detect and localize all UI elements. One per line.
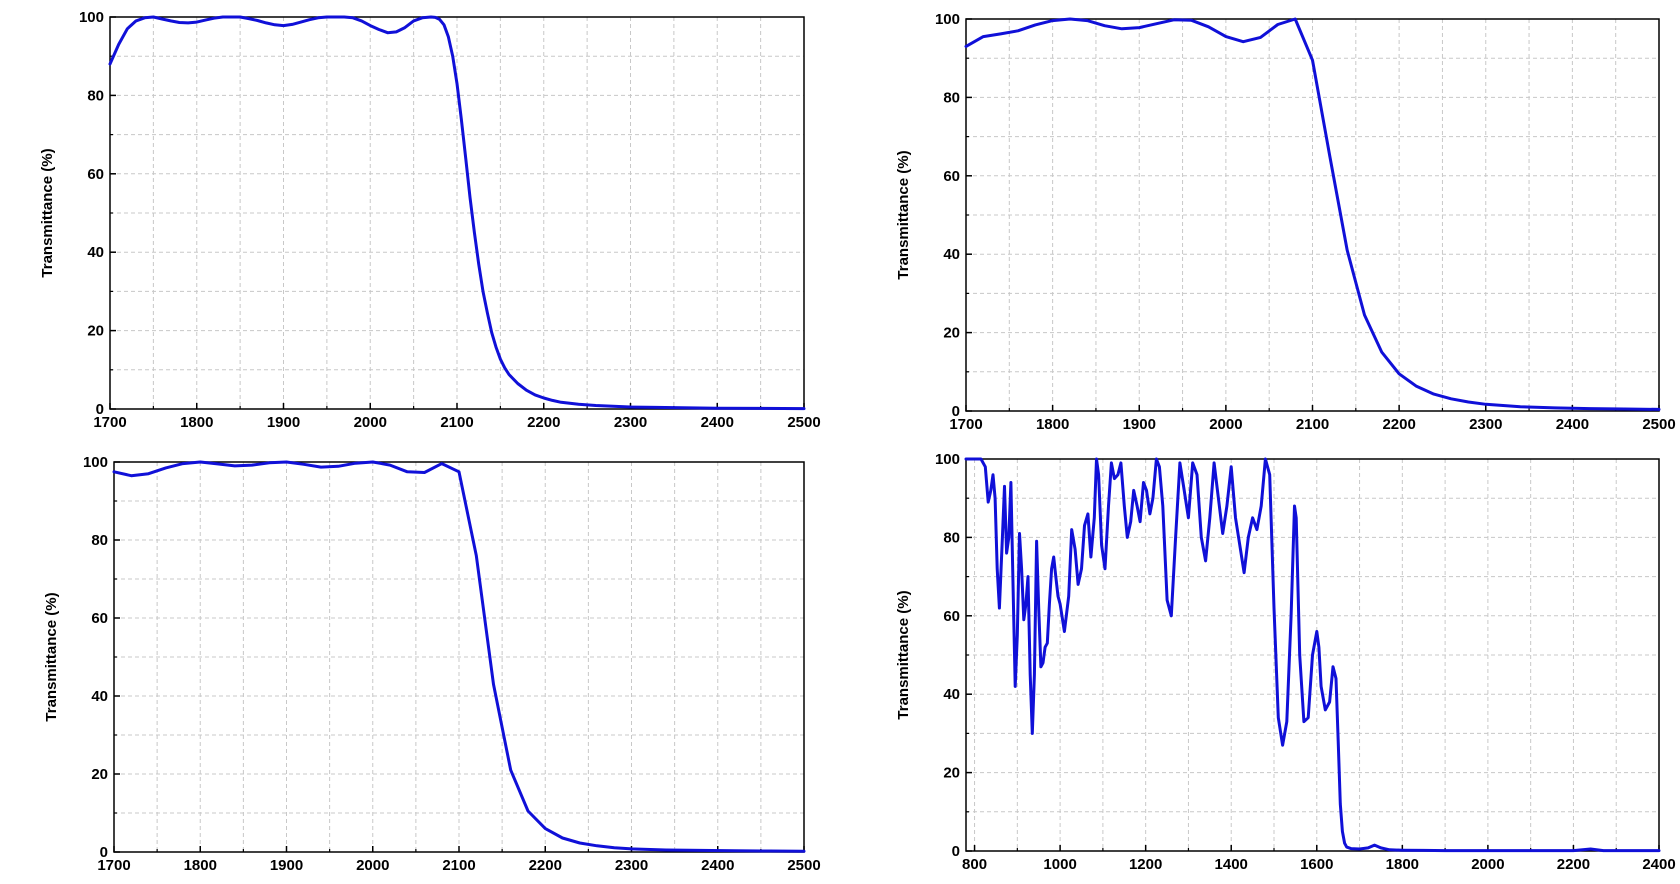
- x-tick-label: 1400: [1215, 856, 1248, 873]
- x-tick-label: 2000: [1209, 416, 1242, 433]
- y-tick-label: 40: [943, 246, 960, 263]
- y-axis-title: Transmittance (%): [895, 590, 912, 719]
- x-tick-label: 2100: [1296, 416, 1329, 433]
- transmittance-series-line: [964, 457, 1661, 853]
- y-tick-label: 0: [952, 403, 960, 420]
- x-tick-label: 1700: [93, 414, 126, 431]
- y-tick-label: 0: [96, 401, 104, 418]
- x-tick-label: 2400: [1642, 856, 1675, 873]
- transmittance-series-line: [112, 460, 806, 853]
- y-tick-label: 40: [91, 688, 108, 705]
- grid-lines: [114, 462, 804, 852]
- chart-4: 800 1000 1200 1400 1600 1800 2000 2200 2400 0 20 40…: [895, 451, 1676, 873]
- x-tick-label: 2300: [1469, 416, 1502, 433]
- x-tick-label: 1700: [949, 416, 982, 433]
- y-tick-label: 100: [935, 11, 960, 28]
- x-tick-label: 2100: [440, 414, 473, 431]
- x-tick-label: 1000: [1043, 856, 1076, 873]
- y-tick-label: 80: [943, 529, 960, 546]
- x-tick-label: 2000: [356, 857, 389, 874]
- y-tick-label: 80: [87, 87, 104, 104]
- y-tick-label: 100: [83, 454, 108, 471]
- y-tick-label: 20: [91, 766, 108, 783]
- y-axis-title: Transmittance (%): [895, 150, 912, 279]
- x-tick-label: 2400: [701, 857, 734, 874]
- y-tick-label: 0: [100, 844, 108, 861]
- y-tick-label: 40: [87, 244, 104, 261]
- y-tick-label: 80: [943, 89, 960, 106]
- x-tick-label: 1800: [184, 857, 217, 874]
- x-tick-label: 2200: [527, 414, 560, 431]
- x-tick-label: 1900: [270, 857, 303, 874]
- grid-lines: [966, 19, 1659, 411]
- x-tick-label: 1800: [180, 414, 213, 431]
- y-tick-label: 0: [952, 843, 960, 860]
- x-tick-label: 2200: [1382, 416, 1415, 433]
- y-tick-label: 20: [943, 325, 960, 342]
- y-axis-title: Transmittance (%): [39, 148, 56, 277]
- x-tick-label: 2500: [787, 857, 820, 874]
- x-tick-label: 800: [962, 856, 987, 873]
- transmittance-series-line: [108, 15, 806, 411]
- x-tick-label: 2500: [787, 414, 820, 431]
- y-tick-label: 60: [91, 610, 108, 627]
- x-tick-label: 2200: [1557, 856, 1590, 873]
- x-tick-label: 2000: [354, 414, 387, 431]
- y-tick-label: 20: [87, 323, 104, 340]
- x-tick-label: 2200: [529, 857, 562, 874]
- y-tick-label: 40: [943, 686, 960, 703]
- x-tick-label: 1700: [97, 857, 130, 874]
- y-tick-label: 20: [943, 765, 960, 782]
- x-tick-label: 2400: [701, 414, 734, 431]
- y-tick-label: 100: [935, 451, 960, 468]
- x-tick-label: 1900: [267, 414, 300, 431]
- x-tick-label: 2300: [614, 414, 647, 431]
- x-tick-label: 2000: [1471, 856, 1504, 873]
- chart-2: 1700 1800 1900 2000 2100 2200 2300 2400 2500 0 20 4…: [895, 11, 1676, 433]
- chart-1: 1700 1800 1900 2000 2100 2200 2300 2400 2500 0 20 4…: [39, 9, 821, 431]
- y-tick-label: 60: [943, 608, 960, 625]
- y-tick-label: 60: [943, 168, 960, 185]
- x-tick-label: 1900: [1123, 416, 1156, 433]
- y-tick-label: 60: [87, 166, 104, 183]
- x-tick-label: 1800: [1386, 856, 1419, 873]
- x-tick-label: 1200: [1129, 856, 1162, 873]
- x-tick-label: 1600: [1300, 856, 1333, 873]
- x-tick-label: 1800: [1036, 416, 1069, 433]
- y-tick-label: 80: [91, 532, 108, 549]
- y-axis-title: Transmittance (%): [43, 592, 60, 721]
- transmittance-series-line: [964, 17, 1661, 411]
- x-tick-label: 2400: [1556, 416, 1589, 433]
- grid-lines: [110, 17, 804, 409]
- x-tick-label: 2300: [615, 857, 648, 874]
- y-tick-label: 100: [79, 9, 104, 26]
- x-tick-label: 2500: [1642, 416, 1675, 433]
- x-tick-label: 2100: [442, 857, 475, 874]
- chart-3: 1700 1800 1900 2000 2100 2200 2300 2400 2500 0 20 4…: [43, 454, 821, 874]
